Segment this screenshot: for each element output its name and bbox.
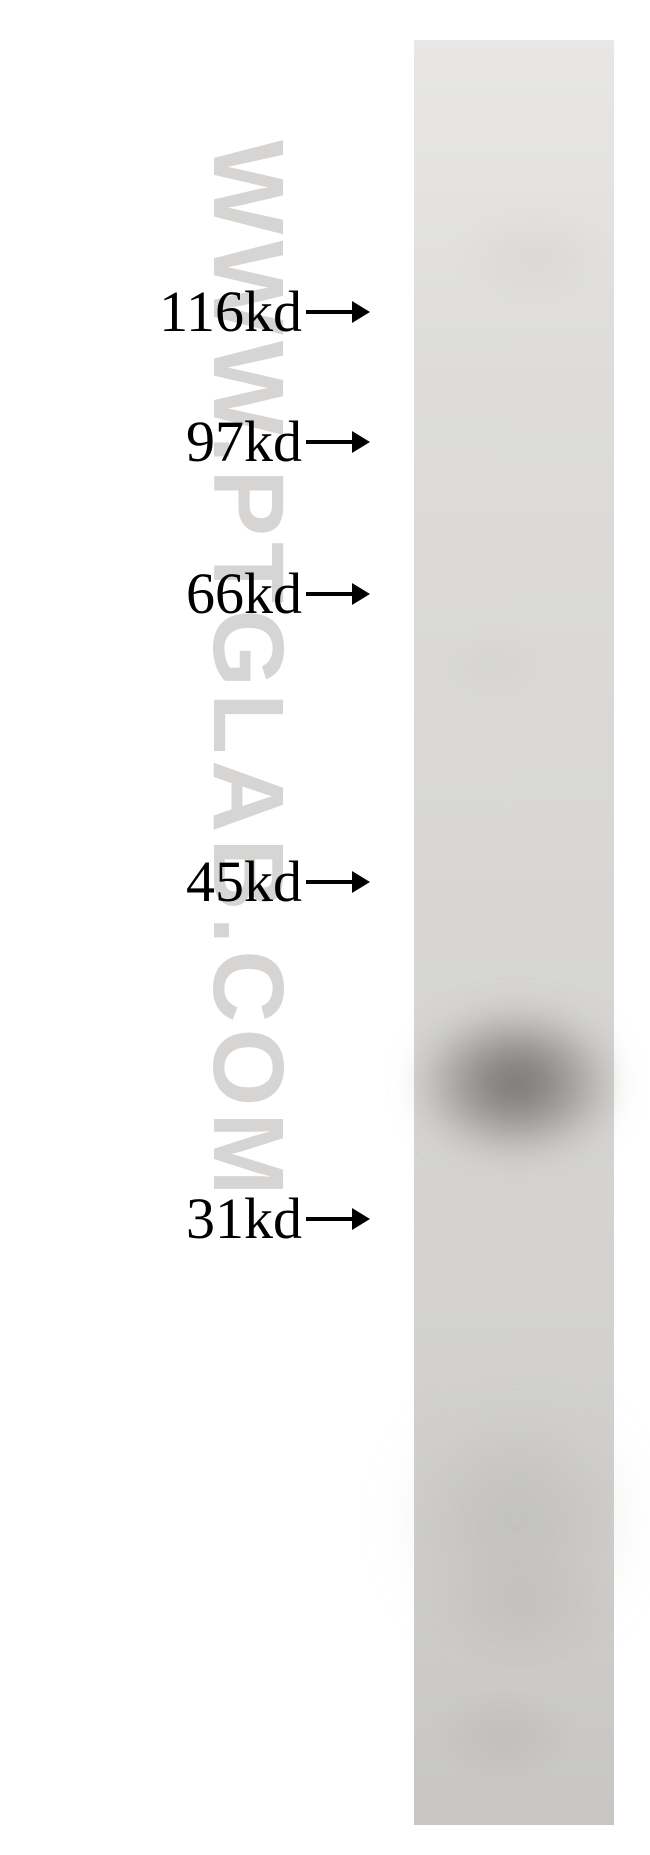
arrow-head [352, 1208, 370, 1230]
mw-marker-97kd: 97kd [186, 408, 370, 475]
arrow-icon [306, 431, 370, 453]
marker-label: 31kd [186, 1185, 302, 1252]
arrow-head [352, 871, 370, 893]
mw-marker-45kd: 45kd [186, 848, 370, 915]
blot-figure: WWW.PTGLAB.COM 116kd 97kd 66kd 45kd [0, 0, 650, 1855]
arrow-icon [306, 871, 370, 893]
arrow-shaft [306, 310, 352, 314]
arrow-shaft [306, 880, 352, 884]
protein-band-smudge [419, 1420, 614, 1620]
protein-band-main [424, 1015, 609, 1150]
arrow-icon [306, 1208, 370, 1230]
arrow-shaft [306, 1217, 352, 1221]
arrow-icon [306, 301, 370, 323]
mw-marker-66kd: 66kd [186, 560, 370, 627]
marker-label: 116kd [159, 278, 302, 345]
arrow-shaft [306, 592, 352, 596]
arrow-head [352, 431, 370, 453]
mw-marker-31kd: 31kd [186, 1185, 370, 1252]
marker-label: 45kd [186, 848, 302, 915]
arrow-head [352, 301, 370, 323]
blot-lane [414, 40, 614, 1825]
arrow-head [352, 583, 370, 605]
arrow-icon [306, 583, 370, 605]
marker-label: 97kd [186, 408, 302, 475]
mw-marker-116kd: 116kd [159, 278, 370, 345]
arrow-shaft [306, 440, 352, 444]
marker-label: 66kd [186, 560, 302, 627]
